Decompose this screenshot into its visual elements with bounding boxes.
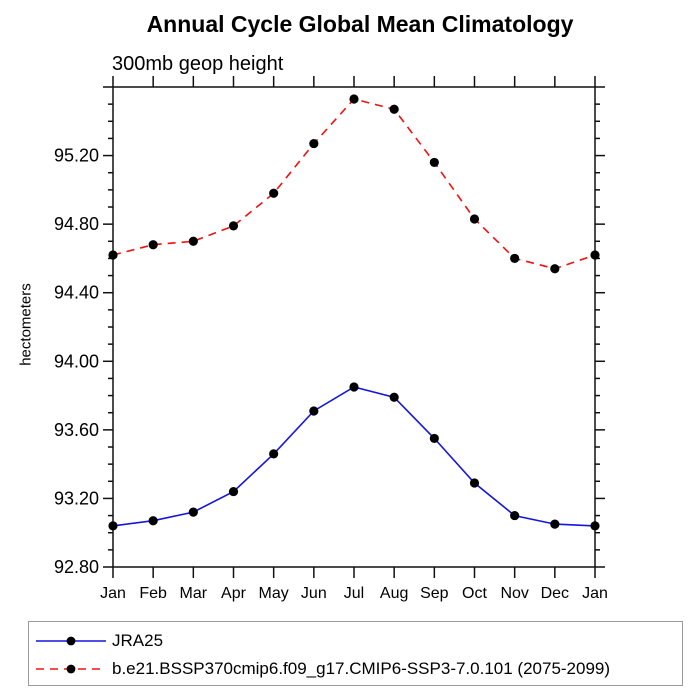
jra25-line-sample-icon: [36, 636, 106, 646]
y-tick-label: 94.80: [54, 214, 99, 234]
x-month-label: Jul: [344, 585, 364, 602]
data-point-marker: [510, 253, 520, 264]
chart-canvas: 92.80 93.20 93.60 94.00 94.40 94.80 95.20 Jan Fe…: [54, 76, 608, 602]
data-point-marker: [550, 519, 560, 529]
series-0-line: [112, 386, 596, 527]
data-point-marker: [389, 104, 399, 114]
x-month-label: Jan: [582, 585, 608, 602]
x-month-label: Mar: [180, 585, 208, 602]
legend-item-model: b.e21.BSSP370cmip6.f09_g17.CMIP6-SSP3-7.…: [29, 655, 682, 683]
data-point-marker: [389, 392, 399, 402]
x-month-labels: Jan Feb Mar Apr May Jun Jul Aug Sep Oct Nov Dec Jan: [100, 585, 608, 602]
y-tick-label: 94.00: [54, 351, 99, 371]
y-tick-label: 92.80: [54, 557, 99, 577]
y-tick-labels: 92.80 93.20 93.60 94.00 94.40 94.80 95.20: [54, 146, 99, 577]
series-0-markers: [108, 382, 600, 531]
data-point-marker: [188, 236, 198, 246]
legend-label-model: b.e21.BSSP370cmip6.f09_g17.CMIP6-SSP3-7.…: [112, 659, 611, 678]
y-tick-label: 94.40: [54, 283, 99, 303]
legend-box: JRA25 b.e21.BSSP370cmip6.f09_g17.CMIP6-S…: [28, 621, 683, 686]
data-point-marker: [228, 486, 239, 497]
x-month-label: Jun: [301, 585, 327, 602]
data-point-marker: [349, 94, 359, 104]
data-point-marker: [309, 138, 319, 149]
data-point-marker: [148, 240, 158, 250]
data-point-marker: [108, 250, 118, 260]
x-ticks: [112, 76, 596, 578]
series-1-line: [112, 98, 596, 270]
legend-item-jra25: JRA25: [29, 627, 682, 655]
data-point-marker: [590, 250, 600, 260]
x-month-label: Apr: [221, 585, 247, 602]
data-point-marker: [108, 521, 118, 531]
y-tick-label: 95.20: [54, 146, 99, 166]
chart-subtitle: 300mb geop height: [112, 53, 284, 75]
series-1-markers: [108, 94, 600, 274]
plot-frame: [112, 86, 596, 568]
chart-title: Annual Cycle Global Mean Climatology: [146, 11, 574, 37]
x-month-label: Aug: [380, 585, 408, 602]
data-point-marker: [550, 264, 560, 274]
data-point-marker: [188, 507, 198, 517]
data-point-marker: [309, 406, 319, 416]
x-month-label: May: [259, 585, 289, 602]
data-point-marker: [510, 510, 520, 521]
data-point-marker: [228, 221, 239, 231]
x-month-label: Feb: [139, 585, 167, 602]
legend-label-jra25: JRA25: [112, 631, 164, 650]
data-point-marker: [469, 478, 480, 488]
data-point-marker: [469, 214, 480, 224]
data-point-marker: [148, 516, 158, 526]
y-tick-label: 93.20: [54, 488, 99, 508]
data-point-marker: [349, 382, 359, 392]
model-line-sample-icon: [36, 664, 106, 674]
data-point-marker: [269, 188, 279, 198]
x-month-label: Oct: [462, 585, 487, 602]
x-month-label: Nov: [500, 585, 528, 602]
y-major-ticks: [103, 86, 605, 568]
x-month-label: Jan: [100, 585, 126, 602]
x-month-label: Sep: [420, 585, 449, 602]
data-point-marker: [429, 433, 439, 444]
y-tick-label: 93.60: [54, 420, 99, 440]
y-minor-ticks: [108, 103, 600, 551]
data-point-marker: [429, 157, 439, 168]
data-point-marker: [269, 449, 279, 459]
data-point-marker: [590, 521, 600, 531]
x-month-label: Dec: [541, 585, 569, 602]
